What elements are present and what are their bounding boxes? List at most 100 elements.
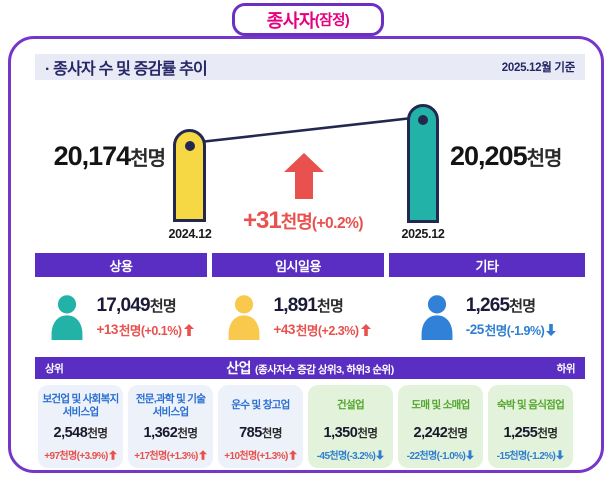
industry-name: 도매 및 소매업 xyxy=(411,392,470,419)
person-icon xyxy=(52,295,83,340)
page-title: 종사자 xyxy=(266,10,316,31)
value-2024-unit: 천명 xyxy=(130,148,166,170)
status-change-rest: 천명(+0.1%) xyxy=(118,324,182,338)
page-title-suffix: (잠정) xyxy=(314,13,350,29)
industry-change-text: -45천명(-3.2%) xyxy=(316,451,376,462)
industry-name-line1: 건설업 xyxy=(337,399,365,411)
industry-value-number: 1,362 xyxy=(143,425,178,441)
bar-2025 xyxy=(407,104,439,223)
industry-value-unit: 천명 xyxy=(537,428,558,440)
industry-value: 2,242천명 xyxy=(414,424,468,442)
status-text: 17,049천명 +13 천명(+0.1%) xyxy=(96,295,194,339)
section-header: · 종사자 수 및 증감률 추이 2025.12월 기준 xyxy=(35,54,585,80)
status-value: 1,265천명 xyxy=(466,295,557,317)
up-arrow-icon xyxy=(108,449,117,460)
industry-change: -22천명(-1.0%) xyxy=(406,447,475,462)
industry-change-text: +17천명(+1.3%) xyxy=(134,451,198,462)
industry-value-number: 785 xyxy=(239,425,262,441)
industry-name: 숙박 및 음식점업 xyxy=(496,392,565,419)
status-change-number: +13 xyxy=(96,322,118,337)
industry-top-label: 상위 xyxy=(45,362,64,375)
status-text: 1,891천명 +43 천명(+2.3%) xyxy=(273,295,371,339)
as-of-date: 2025.12월 기준 xyxy=(501,62,576,74)
status-change: +43 천명(+2.3%) xyxy=(273,320,371,339)
industry-name: 보건업 및 사회복지 서비스업 xyxy=(42,392,119,419)
industry-name-line1: 보건업 및 사회복지 xyxy=(42,392,119,405)
industry-change: -45천명(-3.2%) xyxy=(316,447,385,462)
industry-name-line1: 운수 및 창고업 xyxy=(231,399,290,411)
industry-value-unit: 천명 xyxy=(261,428,283,440)
total-change: +31천명(+0.2%) xyxy=(213,207,393,235)
industry-card-wholesale-retail: 도매 및 소매업 2,242천명 -22천명(-1.0%) xyxy=(398,385,483,468)
industry-change-text: +97천명(+3.9%) xyxy=(44,451,108,462)
bar-2025-dot xyxy=(418,115,428,125)
person-icon xyxy=(229,295,260,340)
status-value-unit: 천명 xyxy=(317,298,344,315)
industry-name: 운수 및 창고업 xyxy=(231,392,290,419)
industry-value: 2,548천명 xyxy=(54,424,108,442)
industry-name: 전문,과학 및 기술 서비스업 xyxy=(135,392,206,419)
status-cell-other: 1,265천명 -25 천명(-1.9%) xyxy=(389,286,585,348)
page-title-badge: 종사자 (잠정) xyxy=(232,3,384,36)
industry-change-text: -15천명(-1.2%) xyxy=(496,451,556,462)
status-header-regular: 상용 xyxy=(35,253,207,277)
industry-change: +17천명(+1.3%) xyxy=(134,447,207,462)
industry-value-number: 1,350 xyxy=(323,425,358,441)
industry-name-line1: 숙박 및 음식점업 xyxy=(496,399,565,411)
axis-label-2024: 2024.12 xyxy=(168,227,212,241)
industry-value-unit: 천명 xyxy=(447,428,468,440)
industry-subtitle: (종사자수 증감 상위3, 하위3 순위) xyxy=(255,364,394,376)
status-change-number: +43 xyxy=(273,322,295,337)
bar-2024 xyxy=(173,129,206,222)
status-cell-temporary: 1,891천명 +43 천명(+2.3%) xyxy=(212,286,384,348)
industry-change: +10천명(+1.3%) xyxy=(224,447,297,462)
total-change-unit: 천명 xyxy=(280,212,313,232)
value-2024: 20,174천명 xyxy=(30,141,166,172)
industry-value: 1,362천명 xyxy=(144,424,198,442)
status-change: +13 천명(+0.1%) xyxy=(96,320,194,339)
status-value: 17,049천명 xyxy=(96,295,193,317)
status-change-rest: 천명(+2.3%) xyxy=(295,324,359,338)
industry-name-line1: 전문,과학 및 기술 xyxy=(135,392,206,405)
down-arrow-icon xyxy=(376,449,385,460)
industry-value-number: 1,255 xyxy=(503,425,538,441)
industry-name: 건설업 xyxy=(337,392,365,419)
industry-value-unit: 천명 xyxy=(177,428,198,440)
industry-card-accommodation-food: 숙박 및 음식점업 1,255천명 -15천명(-1.2%) xyxy=(488,385,573,468)
industry-name-line2: 서비스업 xyxy=(152,405,190,418)
status-value-number: 1,265 xyxy=(465,295,510,316)
industry-card-construction: 건설업 1,350천명 -45천명(-3.2%) xyxy=(308,385,393,468)
industry-change-text: -22천명(-1.0%) xyxy=(406,451,466,462)
status-cell-regular: 17,049천명 +13 천명(+0.1%) xyxy=(35,286,207,348)
status-header-other: 기타 xyxy=(389,253,585,277)
industry-title-group: 산업 (종사자수 증감 상위3, 하위3 순위) xyxy=(226,358,394,378)
axis-label-2025: 2025.12 xyxy=(401,227,445,241)
industry-name-line1: 도매 및 소매업 xyxy=(411,399,470,411)
value-2024-number: 20,174 xyxy=(53,141,132,171)
increase-arrow-icon xyxy=(284,153,324,199)
industry-value-number: 2,548 xyxy=(53,425,88,441)
up-arrow-icon xyxy=(288,449,297,460)
person-icon xyxy=(421,295,453,340)
total-change-pct: (+0.2%) xyxy=(311,215,364,232)
status-change: -25 천명(-1.9%) xyxy=(466,320,557,339)
down-arrow-icon xyxy=(546,323,557,336)
value-2025-number: 20,205 xyxy=(450,141,528,171)
value-2025-unit: 천명 xyxy=(526,148,563,170)
industry-bottom-label: 하위 xyxy=(556,362,576,375)
value-2025: 20,205천명 xyxy=(450,141,563,172)
industry-title: 산업 xyxy=(226,360,252,376)
industry-section-bar: 상위 산업 (종사자수 증감 상위3, 하위3 순위) 하위 xyxy=(35,357,585,379)
industry-change: -15천명(-1.2%) xyxy=(496,447,565,462)
status-change-rest: 천명(-1.9%) xyxy=(484,324,545,338)
section-title: · 종사자 수 및 증감률 추이 xyxy=(45,61,208,78)
status-value-unit: 천명 xyxy=(149,298,177,315)
industry-value-unit: 천명 xyxy=(357,428,378,440)
up-arrow-icon xyxy=(183,323,194,336)
status-value-number: 1,891 xyxy=(273,295,318,316)
industry-value: 1,255천명 xyxy=(504,424,558,442)
status-value-number: 17,049 xyxy=(96,295,150,316)
industry-value: 1,350천명 xyxy=(324,424,378,442)
industry-card-transport-warehouse: 운수 및 창고업 785천명 +10천명(+1.3%) xyxy=(218,385,303,468)
industry-name-line2: 서비스업 xyxy=(62,405,100,418)
